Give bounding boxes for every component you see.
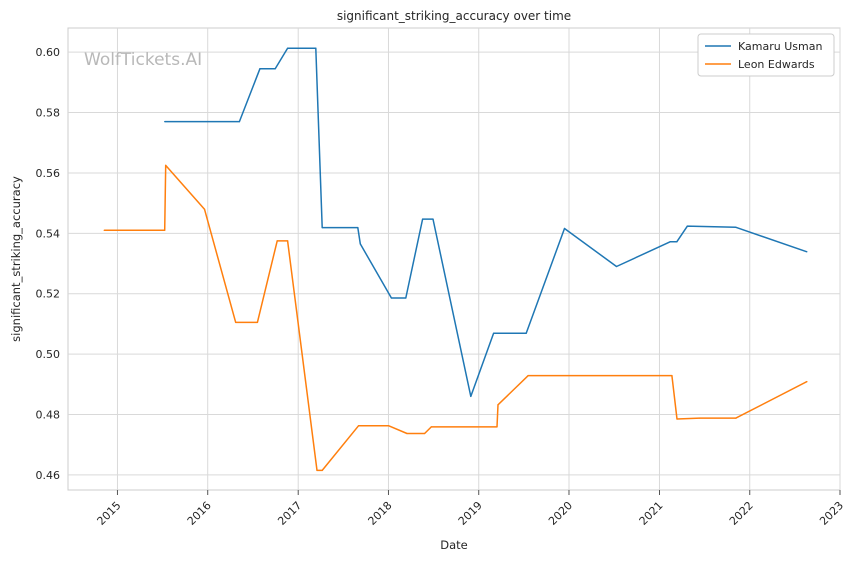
data-point-kamaru-usman-3 [274,68,276,70]
series-lines [103,47,808,472]
data-point-leon-edwards-17 [527,375,529,377]
data-point-leon-edwards-3 [203,208,206,210]
data-point-kamaru-usman-15 [525,332,527,334]
x-tick-label-2020: 2020 [546,499,575,528]
data-point-kamaru-usman-4 [287,47,289,49]
data-point-kamaru-usman-17 [615,265,618,268]
data-point-kamaru-usman-5 [315,47,317,49]
data-point-leon-edwards-15 [496,426,498,428]
data-point-leon-edwards-5 [256,321,258,323]
watermark: WolfTickets.AI [84,50,202,70]
data-point-kamaru-usman-14 [493,332,495,334]
data-point-kamaru-usman-11 [422,218,424,220]
grid [68,28,841,490]
x-tick-label-2023: 2023 [817,499,846,528]
legend-label-leon-edwards: Leon Edwards [738,58,815,71]
data-point-leon-edwards-8 [316,469,318,471]
data-point-kamaru-usman-6 [321,227,323,229]
legend-label-kamaru-usman: Kamaru Usman [738,40,822,53]
data-point-leon-edwards-2 [165,164,167,166]
data-point-leon-edwards-18 [671,375,673,377]
plot-area [67,27,841,491]
data-point-kamaru-usman-16 [563,227,566,230]
x-axis-title: Date [440,538,468,552]
data-point-leon-edwards-13 [424,432,426,435]
data-point-kamaru-usman-20 [686,225,689,227]
legend: Kamaru Usman Leon Edwards [697,33,835,77]
data-point-leon-edwards-0 [103,229,105,231]
data-point-kamaru-usman-18 [669,241,671,243]
data-point-leon-edwards-1 [164,229,166,231]
y-axis-title: significant_striking_accuracy [9,176,23,342]
data-point-kamaru-usman-9 [390,297,392,299]
y-tick-label-0-48: 0.48 [36,409,61,422]
data-point-leon-edwards-11 [387,425,390,427]
x-tick-label-2017: 2017 [275,499,304,528]
data-point-kamaru-usman-7 [357,227,359,229]
y-ticks: 0.46 0.48 0.50 0.52 0.54 0.56 0.58 0.60 [36,46,61,482]
chart-title: significant_striking_accuracy over time [337,9,571,23]
x-tick-label-2022: 2022 [727,499,756,528]
data-point-kamaru-usman-12 [432,218,434,220]
data-point-leon-edwards-22 [806,381,808,383]
data-point-leon-edwards-6 [276,240,278,242]
data-point-leon-edwards-12 [406,432,408,435]
y-tick-label-0-60: 0.60 [36,46,61,59]
data-point-leon-edwards-7 [287,240,289,242]
y-tick-label-0-58: 0.58 [36,107,61,120]
data-point-leon-edwards-21 [735,417,737,419]
data-point-leon-edwards-16 [497,404,499,406]
y-tick-label-0-50: 0.50 [36,348,61,361]
y-tick-label-0-46: 0.46 [36,469,61,482]
data-point-kamaru-usman-13 [470,395,472,397]
data-point-kamaru-usman-1 [238,121,240,123]
legend-box [697,33,835,77]
data-point-kamaru-usman-8 [359,243,361,245]
y-tick-label-0-56: 0.56 [36,167,61,180]
data-point-kamaru-usman-2 [259,68,261,70]
data-point-kamaru-usman-19 [676,241,678,243]
x-ticks: 2015 2016 2017 2018 2019 2020 2021 2022 2023 [95,490,846,528]
data-point-leon-edwards-20 [698,417,701,419]
y-tick-label-0-52: 0.52 [36,288,61,301]
data-point-kamaru-usman-21 [735,226,737,228]
data-point-leon-edwards-10 [358,425,360,427]
x-tick-label-2021: 2021 [637,499,666,528]
data-point-kamaru-usman-10 [405,297,407,299]
x-tick-label-2019: 2019 [456,499,485,528]
data-point-leon-edwards-14 [430,426,432,428]
data-point-kamaru-usman-0 [164,121,166,123]
data-point-leon-edwards-9 [321,469,323,471]
data-point-leon-edwards-4 [235,321,237,323]
y-tick-label-0-54: 0.54 [36,227,61,240]
data-point-leon-edwards-19 [676,418,678,420]
x-tick-label-2015: 2015 [95,499,124,528]
x-tick-label-2018: 2018 [366,499,395,528]
data-point-kamaru-usman-22 [806,251,808,253]
x-tick-label-2016: 2016 [185,499,214,528]
